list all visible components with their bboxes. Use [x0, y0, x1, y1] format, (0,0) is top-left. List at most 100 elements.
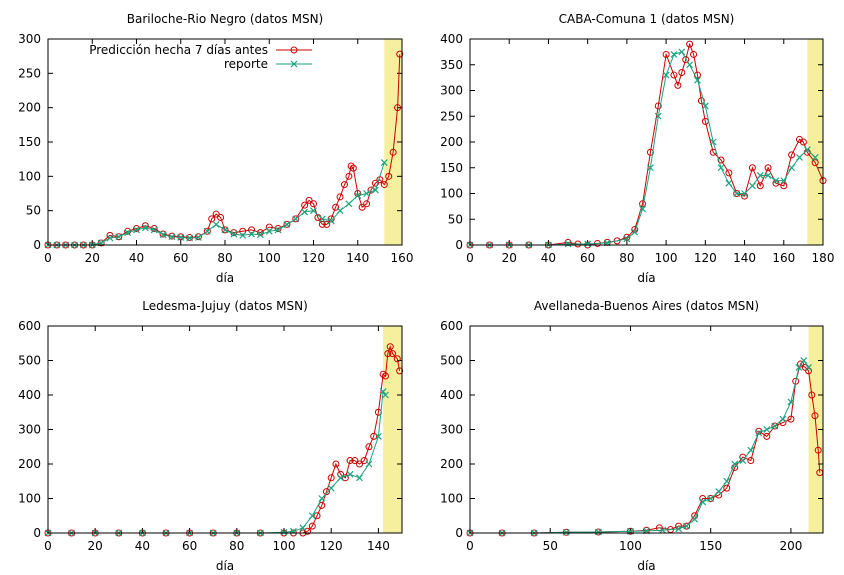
x-axis-label: día — [216, 559, 234, 573]
report-point — [318, 215, 326, 223]
x-axis-label: día — [637, 271, 655, 285]
prediction-point — [304, 527, 312, 535]
prediction-point — [208, 215, 216, 223]
chart-title: CABA-Comuna 1 (datos MSN) — [559, 12, 735, 26]
report-point — [803, 146, 811, 154]
report-line — [470, 51, 816, 246]
report-point — [115, 233, 123, 241]
x-axis-label: día — [216, 271, 234, 285]
prediction-point — [756, 182, 764, 190]
report-point — [308, 512, 316, 520]
report-point — [124, 229, 132, 237]
x-axis-label: día — [637, 559, 655, 573]
report-point — [292, 215, 300, 223]
report-point — [709, 138, 717, 146]
prediction-point — [787, 415, 795, 423]
prediction-point — [347, 162, 355, 170]
x-tick-label: 40 — [541, 251, 556, 265]
prediction-point — [613, 237, 621, 245]
prediction-point — [396, 367, 404, 375]
legend-label: Predicción hecha 7 días antes — [89, 43, 268, 57]
prediction-point — [133, 225, 140, 233]
prediction-point — [670, 71, 678, 79]
report-point — [631, 228, 639, 236]
x-tick-label: 120 — [694, 251, 717, 265]
y-tick-label: 200 — [440, 135, 463, 149]
report-point — [800, 357, 808, 364]
prediction-point — [763, 432, 771, 440]
prediction-point — [384, 350, 392, 358]
plot-frame — [47, 325, 403, 534]
prediction-line — [48, 54, 401, 246]
prediction-point — [221, 226, 229, 234]
prediction-line — [470, 363, 821, 534]
chart-title: Bariloche-Rio Negro (datos MSN) — [127, 12, 323, 26]
y-tick-label: 200 — [440, 457, 463, 471]
prediction-point — [780, 182, 788, 190]
chart-title: Ledesma-Jujuy (datos MSN) — [142, 299, 308, 313]
prediction-point — [394, 104, 402, 112]
y-tick-label: 350 — [440, 58, 463, 72]
report-point — [379, 388, 387, 395]
prediction-point — [389, 148, 397, 156]
y-tick-label: 400 — [440, 388, 463, 402]
x-tick-label: 100 — [258, 251, 281, 265]
prediction-line — [48, 345, 401, 534]
plot-frame — [469, 325, 824, 534]
x-tick-label: 140 — [367, 539, 390, 553]
prediction-point — [788, 151, 796, 159]
report-point — [274, 226, 282, 234]
prediction-point — [292, 215, 300, 223]
report-point — [675, 525, 683, 533]
report-point — [141, 224, 149, 232]
report-point — [694, 76, 701, 84]
x-tick-label: 60 — [182, 539, 197, 553]
x-tick-label: 140 — [733, 251, 756, 265]
report-point — [787, 398, 795, 406]
chart-panel-3: 0 20 40 60 80 100 120 140 0 100 200 300 400 500 600 Led… — [18, 299, 404, 573]
report-point — [795, 363, 803, 371]
x-tick-label: 0 — [44, 251, 52, 265]
prediction-point — [690, 50, 698, 58]
report-point — [594, 528, 602, 536]
prediction-point — [389, 350, 397, 358]
report-point — [772, 177, 780, 185]
prediction-point — [327, 215, 335, 223]
prediction-point — [811, 412, 819, 420]
prediction-point — [322, 488, 330, 496]
report-point — [646, 164, 654, 172]
y-tick-label: 300 — [18, 423, 41, 437]
report-point — [318, 495, 326, 502]
y-tick-label: 300 — [440, 423, 463, 437]
x-tick-label: 0 — [44, 539, 52, 553]
prediction-point — [771, 422, 779, 430]
prediction-point — [682, 56, 690, 64]
report-point — [748, 182, 756, 190]
y-tick-label: 500 — [440, 354, 463, 368]
prediction-point — [283, 220, 291, 228]
y-tick-label: 100 — [440, 187, 463, 201]
x-tick-label: 40 — [129, 251, 144, 265]
prediction-point — [308, 522, 316, 530]
plot-frame — [47, 38, 403, 246]
prediction-point — [97, 239, 105, 247]
x-tick-label: 20 — [85, 251, 100, 265]
prediction-point — [797, 360, 805, 368]
y-tick-label: 0 — [33, 526, 41, 540]
x-tick-label: 20 — [502, 251, 517, 265]
y-tick-label: 50 — [448, 212, 463, 226]
report-point — [299, 524, 307, 532]
prediction-point — [725, 169, 733, 177]
report-point — [106, 234, 114, 242]
prediction-point — [323, 220, 331, 228]
prediction-point — [341, 474, 349, 482]
report-point — [686, 61, 694, 69]
y-tick-label: 300 — [18, 32, 41, 46]
prediction-point — [318, 501, 326, 509]
prediction-point — [707, 495, 715, 502]
chart-panel-4: 0 50 100 150 200 0 100 200 300 400 500 600 Avellaned… — [440, 299, 824, 573]
report-point — [346, 470, 354, 478]
chart-panel-1: 0 20 40 60 80 100 120 140 160 0 50 100 150 200 250 300 B… — [18, 12, 413, 285]
